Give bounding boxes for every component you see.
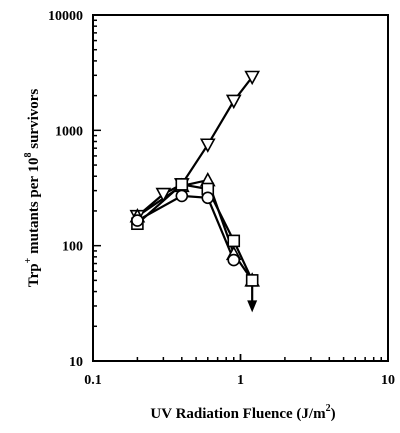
square-marker bbox=[175, 178, 189, 191]
triangle-down-marker bbox=[244, 70, 261, 86]
y-axis-title-mid: mutants per 10 bbox=[26, 157, 42, 257]
square-marker bbox=[227, 234, 241, 248]
triangle-down-marker bbox=[225, 94, 242, 110]
square-marker bbox=[245, 274, 259, 287]
arrow-head bbox=[247, 300, 258, 313]
y-tick-label: 1000 bbox=[55, 124, 83, 139]
y-axis-title-pre: Trp bbox=[26, 263, 42, 287]
x-axis-title-main: UV Radiation Fluence (J/m bbox=[150, 406, 326, 422]
triangle-down-marker bbox=[155, 187, 172, 203]
circle-marker bbox=[201, 191, 215, 205]
plot-frame bbox=[92, 14, 389, 362]
y-tick-label: 10 bbox=[69, 355, 83, 370]
y-axis-title-post: survivors bbox=[26, 89, 42, 153]
plot-area: 0.1 1 10 10 100 1000 10000 bbox=[48, 9, 395, 388]
y-axis-title-sup2: 8 bbox=[23, 152, 34, 157]
y-axis-title: Trp+ mutants per 108 survivors bbox=[23, 89, 42, 288]
x-tick-label: 0.1 bbox=[84, 373, 102, 388]
x-axis-title-end: ) bbox=[331, 406, 336, 422]
triangle-down-marker bbox=[199, 138, 216, 153]
x-axis-title-sup: 2 bbox=[326, 403, 331, 414]
circle-marker bbox=[227, 253, 241, 267]
x-tick-label: 10 bbox=[381, 373, 395, 388]
circle-marker bbox=[131, 214, 144, 227]
series-line-circle bbox=[136, 194, 235, 261]
x-axis-title: UV Radiation Fluence (J/m2) bbox=[150, 403, 335, 422]
y-axis-title-sup1: + bbox=[23, 257, 34, 263]
y-tick-label: 10000 bbox=[48, 9, 83, 24]
circle-marker bbox=[175, 189, 189, 203]
x-tick-label: 1 bbox=[237, 373, 244, 388]
y-tick-label: 100 bbox=[62, 240, 83, 255]
